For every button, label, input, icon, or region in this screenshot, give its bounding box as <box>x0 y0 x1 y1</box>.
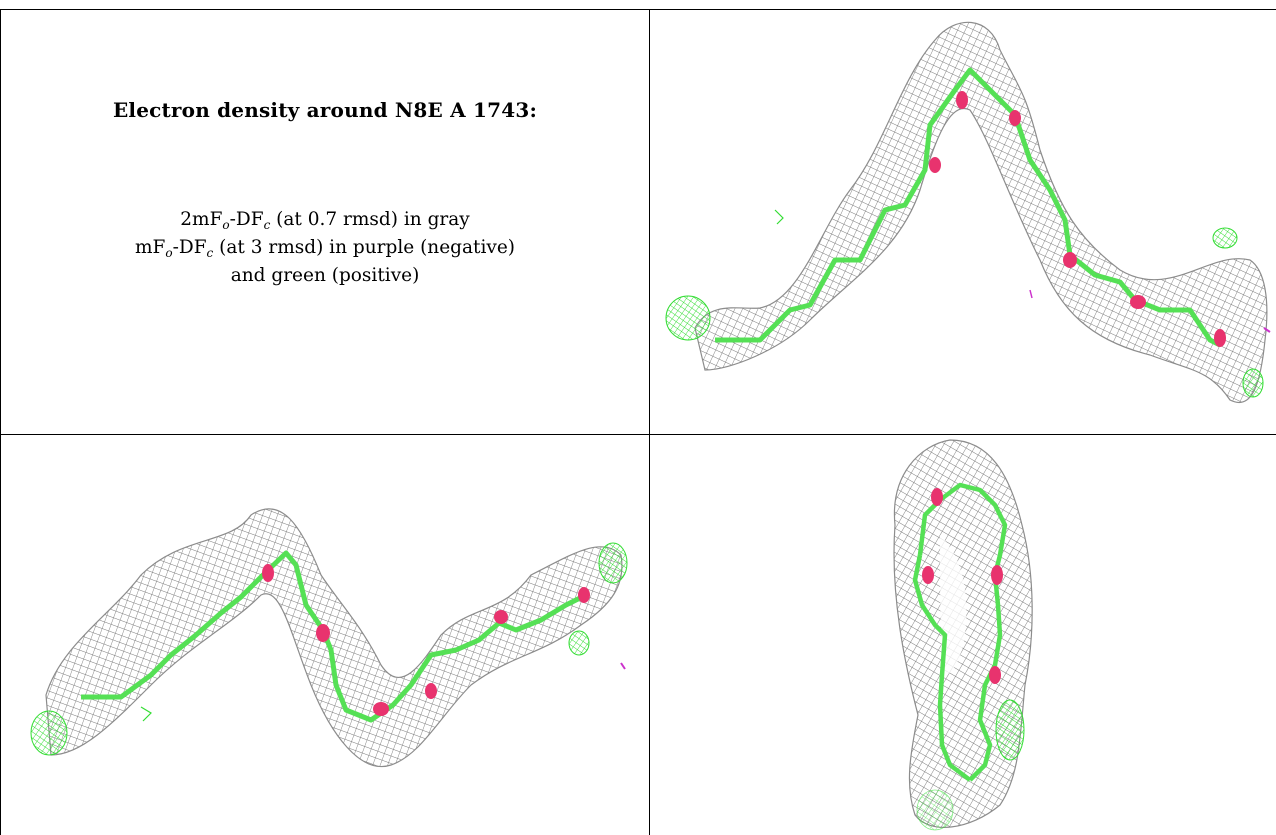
table-border-left <box>0 9 1 835</box>
density-panel-bottom-right <box>650 435 1276 835</box>
table-border-center <box>649 9 650 835</box>
density-map-view-3-icon <box>893 439 1033 831</box>
caption-text: 2mFo-DFc (at 0.7 rmsd) in gray mFo-DFc (… <box>1 206 649 290</box>
density-panel-bottom-left <box>1 435 649 835</box>
caption-title: Electron density around N8E A 1743: <box>112 98 538 122</box>
caption-line-2fo-dfc: 2mFo-DFc (at 0.7 rmsd) in gray <box>180 209 470 232</box>
table-border-middle <box>0 434 1276 435</box>
caption-cell: Electron density around N8E A 1743: 2mFo… <box>1 10 649 434</box>
density-panel-top-right <box>650 10 1276 434</box>
caption-line-fo-dfc: mFo-DFc (at 3 rmsd) in purple (negative) <box>134 237 516 260</box>
density-map-view-1-icon <box>665 21 1271 403</box>
table-border-top <box>0 9 1276 10</box>
caption-line-positive: and green (positive) <box>230 265 420 286</box>
density-map-view-2-icon <box>30 508 628 768</box>
